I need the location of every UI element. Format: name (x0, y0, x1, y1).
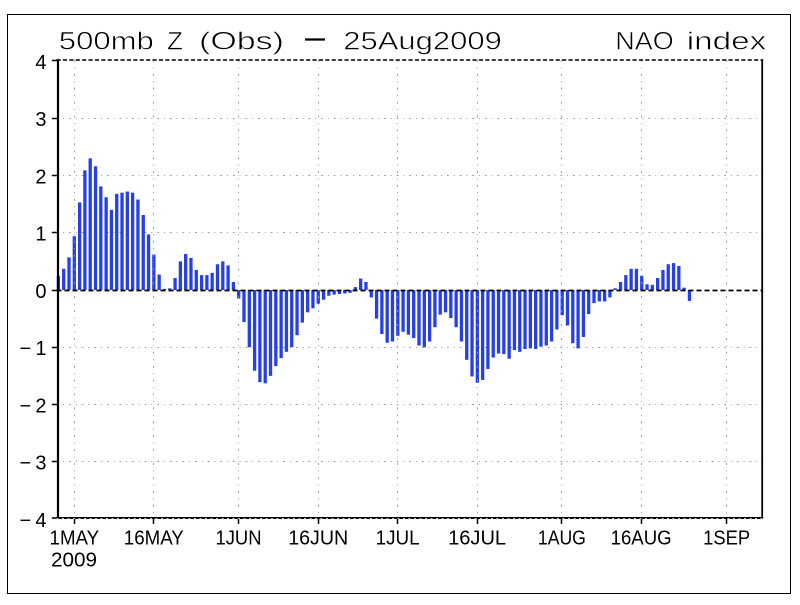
svg-text:1AUG: 1AUG (538, 528, 586, 550)
svg-text:3: 3 (35, 109, 46, 131)
svg-text:−: − (20, 395, 32, 417)
svg-text:−: − (20, 338, 32, 360)
svg-text:−: − (20, 453, 32, 475)
svg-text:16MAY: 16MAY (124, 528, 184, 550)
svg-text:1JUL: 1JUL (376, 528, 420, 550)
svg-text:2: 2 (35, 395, 46, 417)
svg-text:25Aug2009: 25Aug2009 (343, 28, 502, 56)
svg-text:16JUL: 16JUL (448, 528, 506, 550)
svg-text:1JUN: 1JUN (216, 528, 262, 550)
svg-text:16JUN: 16JUN (288, 528, 348, 550)
svg-text:1: 1 (35, 338, 46, 360)
svg-text:4: 4 (35, 510, 46, 532)
svg-text:500mb: 500mb (59, 28, 154, 56)
svg-text:1SEP: 1SEP (703, 528, 750, 550)
svg-text:2: 2 (35, 166, 46, 188)
svg-text:1: 1 (35, 224, 46, 246)
svg-text:index: index (687, 28, 767, 56)
svg-text:(Obs): (Obs) (199, 28, 284, 56)
svg-text:−: − (20, 510, 32, 532)
svg-text:0: 0 (35, 281, 46, 303)
svg-text:1MAY: 1MAY (50, 528, 100, 550)
svg-text:16AUG: 16AUG (611, 528, 672, 550)
svg-text:2009: 2009 (51, 550, 97, 572)
svg-text:Z: Z (167, 28, 183, 56)
svg-text:NAO: NAO (615, 28, 674, 56)
svg-text:3: 3 (35, 453, 46, 475)
svg-text:4: 4 (35, 52, 46, 74)
